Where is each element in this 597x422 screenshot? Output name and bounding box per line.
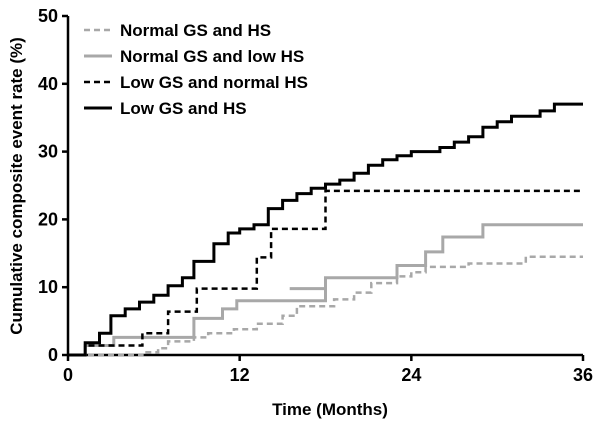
y-axis-label: Cumulative composite event rate (%) [7, 37, 26, 335]
legend-label-1: Normal GS and low HS [120, 47, 304, 66]
x-axis-label: Time (Months) [272, 400, 388, 419]
series-layer [68, 102, 583, 357]
axes: 0 12 24 36 0 10 20 30 40 50 [38, 6, 593, 385]
series-line-1 [68, 223, 583, 357]
y-tick-label: 50 [38, 6, 58, 26]
y-tick-label: 10 [38, 277, 58, 297]
legend-label-0: Normal GS and HS [120, 21, 271, 40]
legend-label-2: Low GS and normal HS [120, 73, 308, 92]
series-line-3 [68, 102, 583, 357]
y-tick-label: 0 [48, 345, 58, 365]
x-tick-label: 24 [401, 365, 421, 385]
legend: Normal GS and HS Normal GS and low HS Low … [84, 21, 308, 118]
series-line-2 [68, 189, 583, 357]
series-line-0 [68, 255, 583, 357]
y-tick-label: 30 [38, 142, 58, 162]
y-tick-label: 20 [38, 209, 58, 229]
x-tick-label: 0 [63, 365, 73, 385]
y-tick-label: 40 [38, 74, 58, 94]
x-tick-label: 36 [573, 365, 593, 385]
x-tick-label: 12 [230, 365, 250, 385]
legend-label-3: Low GS and HS [120, 99, 247, 118]
